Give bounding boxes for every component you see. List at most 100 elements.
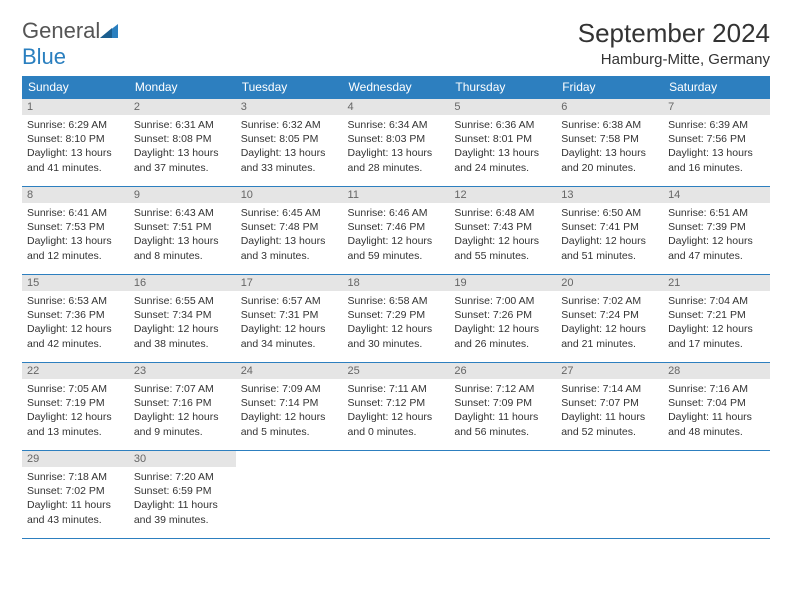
daylight-text-1: Daylight: 12 hours <box>348 410 445 424</box>
sunset-text: Sunset: 7:58 PM <box>561 132 658 146</box>
daylight-text-1: Daylight: 12 hours <box>134 410 231 424</box>
day-details: Sunrise: 6:43 AMSunset: 7:51 PMDaylight:… <box>129 203 236 266</box>
sunset-text: Sunset: 7:39 PM <box>668 220 765 234</box>
daylight-text-2: and 43 minutes. <box>27 513 124 527</box>
day-details: Sunrise: 6:46 AMSunset: 7:46 PMDaylight:… <box>343 203 450 266</box>
sunset-text: Sunset: 6:59 PM <box>134 484 231 498</box>
daylight-text-2: and 48 minutes. <box>668 425 765 439</box>
day-number: 28 <box>663 363 770 379</box>
calendar-cell: 27Sunrise: 7:14 AMSunset: 7:07 PMDayligh… <box>556 363 663 451</box>
sunset-text: Sunset: 7:43 PM <box>454 220 551 234</box>
daylight-text-1: Daylight: 12 hours <box>348 234 445 248</box>
calendar-cell: 4Sunrise: 6:34 AMSunset: 8:03 PMDaylight… <box>343 99 450 187</box>
brand-text: GeneralBlue <box>22 18 120 70</box>
calendar-cell: 8Sunrise: 6:41 AMSunset: 7:53 PMDaylight… <box>22 187 129 275</box>
sunrise-text: Sunrise: 7:18 AM <box>27 470 124 484</box>
day-details: Sunrise: 6:41 AMSunset: 7:53 PMDaylight:… <box>22 203 129 266</box>
calendar-cell: 17Sunrise: 6:57 AMSunset: 7:31 PMDayligh… <box>236 275 343 363</box>
day-number: 6 <box>556 99 663 115</box>
daylight-text-2: and 51 minutes. <box>561 249 658 263</box>
calendar-cell: 15Sunrise: 6:53 AMSunset: 7:36 PMDayligh… <box>22 275 129 363</box>
weekday-header: Saturday <box>663 76 770 99</box>
day-number: 18 <box>343 275 450 291</box>
calendar-cell: 21Sunrise: 7:04 AMSunset: 7:21 PMDayligh… <box>663 275 770 363</box>
daylight-text-2: and 34 minutes. <box>241 337 338 351</box>
daylight-text-2: and 28 minutes. <box>348 161 445 175</box>
daylight-text-1: Daylight: 11 hours <box>134 498 231 512</box>
sunrise-text: Sunrise: 7:20 AM <box>134 470 231 484</box>
day-details: Sunrise: 7:07 AMSunset: 7:16 PMDaylight:… <box>129 379 236 442</box>
sunrise-text: Sunrise: 6:50 AM <box>561 206 658 220</box>
calendar-cell-empty <box>663 451 770 539</box>
day-details: Sunrise: 6:45 AMSunset: 7:48 PMDaylight:… <box>236 203 343 266</box>
day-number: 29 <box>22 451 129 467</box>
day-details: Sunrise: 6:57 AMSunset: 7:31 PMDaylight:… <box>236 291 343 354</box>
sunrise-text: Sunrise: 7:05 AM <box>27 382 124 396</box>
daylight-text-2: and 39 minutes. <box>134 513 231 527</box>
weekday-header: Monday <box>129 76 236 99</box>
calendar-cell: 20Sunrise: 7:02 AMSunset: 7:24 PMDayligh… <box>556 275 663 363</box>
sunrise-text: Sunrise: 6:32 AM <box>241 118 338 132</box>
sunrise-text: Sunrise: 7:09 AM <box>241 382 338 396</box>
sunrise-text: Sunrise: 6:34 AM <box>348 118 445 132</box>
day-number: 21 <box>663 275 770 291</box>
sunset-text: Sunset: 7:14 PM <box>241 396 338 410</box>
calendar-cell: 3Sunrise: 6:32 AMSunset: 8:05 PMDaylight… <box>236 99 343 187</box>
day-details: Sunrise: 6:55 AMSunset: 7:34 PMDaylight:… <box>129 291 236 354</box>
sunset-text: Sunset: 7:21 PM <box>668 308 765 322</box>
weekday-header: Tuesday <box>236 76 343 99</box>
sunrise-text: Sunrise: 6:51 AM <box>668 206 765 220</box>
daylight-text-1: Daylight: 12 hours <box>561 322 658 336</box>
sunrise-text: Sunrise: 7:12 AM <box>454 382 551 396</box>
calendar-cell-empty <box>236 451 343 539</box>
sunrise-text: Sunrise: 6:53 AM <box>27 294 124 308</box>
calendar-cell: 19Sunrise: 7:00 AMSunset: 7:26 PMDayligh… <box>449 275 556 363</box>
calendar-row: 8Sunrise: 6:41 AMSunset: 7:53 PMDaylight… <box>22 187 770 275</box>
day-number: 12 <box>449 187 556 203</box>
day-number: 30 <box>129 451 236 467</box>
day-details: Sunrise: 6:48 AMSunset: 7:43 PMDaylight:… <box>449 203 556 266</box>
weekday-header: Sunday <box>22 76 129 99</box>
daylight-text-1: Daylight: 12 hours <box>561 234 658 248</box>
daylight-text-2: and 56 minutes. <box>454 425 551 439</box>
day-number: 7 <box>663 99 770 115</box>
daylight-text-2: and 55 minutes. <box>454 249 551 263</box>
daylight-text-2: and 42 minutes. <box>27 337 124 351</box>
day-number: 22 <box>22 363 129 379</box>
day-details: Sunrise: 6:51 AMSunset: 7:39 PMDaylight:… <box>663 203 770 266</box>
calendar-row: 22Sunrise: 7:05 AMSunset: 7:19 PMDayligh… <box>22 363 770 451</box>
calendar-cell: 1Sunrise: 6:29 AMSunset: 8:10 PMDaylight… <box>22 99 129 187</box>
daylight-text-1: Daylight: 13 hours <box>134 234 231 248</box>
daylight-text-1: Daylight: 12 hours <box>241 322 338 336</box>
sunset-text: Sunset: 7:56 PM <box>668 132 765 146</box>
calendar-row: 1Sunrise: 6:29 AMSunset: 8:10 PMDaylight… <box>22 99 770 187</box>
weekday-header: Thursday <box>449 76 556 99</box>
sunrise-text: Sunrise: 6:39 AM <box>668 118 765 132</box>
day-number: 4 <box>343 99 450 115</box>
day-number: 16 <box>129 275 236 291</box>
weekday-header: Friday <box>556 76 663 99</box>
daylight-text-1: Daylight: 12 hours <box>27 322 124 336</box>
calendar-cell: 26Sunrise: 7:12 AMSunset: 7:09 PMDayligh… <box>449 363 556 451</box>
daylight-text-1: Daylight: 11 hours <box>561 410 658 424</box>
daylight-text-2: and 41 minutes. <box>27 161 124 175</box>
weekday-header-row: Sunday Monday Tuesday Wednesday Thursday… <box>22 76 770 99</box>
daylight-text-1: Daylight: 12 hours <box>454 322 551 336</box>
sunrise-text: Sunrise: 6:45 AM <box>241 206 338 220</box>
brand-part2: Blue <box>22 44 66 69</box>
day-details: Sunrise: 6:38 AMSunset: 7:58 PMDaylight:… <box>556 115 663 178</box>
brand-sail-icon <box>100 18 120 44</box>
daylight-text-2: and 59 minutes. <box>348 249 445 263</box>
calendar-cell: 6Sunrise: 6:38 AMSunset: 7:58 PMDaylight… <box>556 99 663 187</box>
daylight-text-1: Daylight: 12 hours <box>668 322 765 336</box>
sunset-text: Sunset: 8:01 PM <box>454 132 551 146</box>
daylight-text-2: and 0 minutes. <box>348 425 445 439</box>
sunset-text: Sunset: 7:09 PM <box>454 396 551 410</box>
calendar-cell: 22Sunrise: 7:05 AMSunset: 7:19 PMDayligh… <box>22 363 129 451</box>
day-details: Sunrise: 6:31 AMSunset: 8:08 PMDaylight:… <box>129 115 236 178</box>
day-number: 5 <box>449 99 556 115</box>
daylight-text-2: and 3 minutes. <box>241 249 338 263</box>
sunset-text: Sunset: 7:41 PM <box>561 220 658 234</box>
sunrise-text: Sunrise: 6:38 AM <box>561 118 658 132</box>
day-number: 20 <box>556 275 663 291</box>
